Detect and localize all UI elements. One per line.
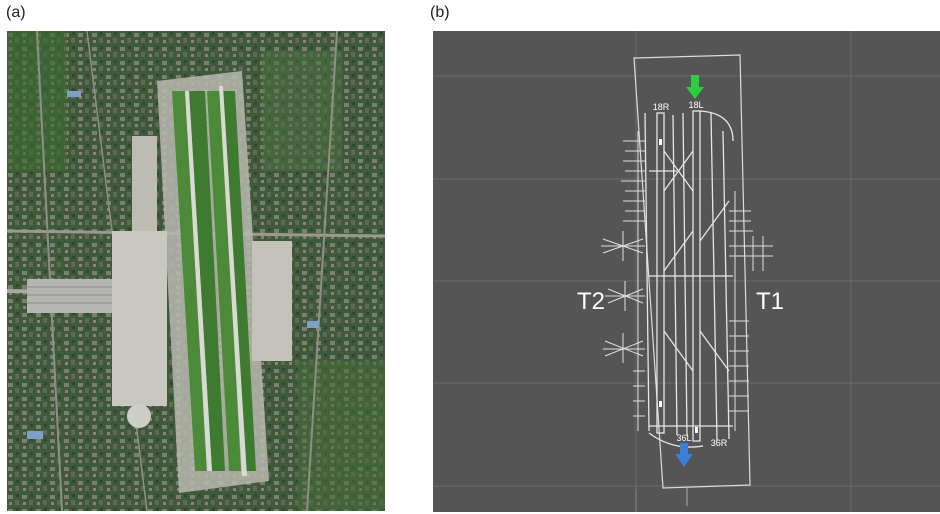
- airport-layout-map: 18R 18L 36L 36R T2 T1: [433, 31, 940, 512]
- panel-b-label: (b): [430, 4, 450, 21]
- runway-label-36r: 36R: [711, 438, 728, 448]
- runway-label-18l: 18L: [688, 100, 703, 110]
- airport-boundary: [633, 54, 751, 489]
- panel-a-label: (a): [6, 4, 26, 21]
- terminal-label-t1: T1: [756, 288, 784, 315]
- runway-label-36l: 36L: [676, 433, 691, 443]
- runway-label-18r: 18R: [653, 102, 670, 112]
- runway-18r-36l: [656, 112, 665, 434]
- arrival-arrow-icon: [686, 75, 704, 99]
- satellite-image: [7, 31, 385, 511]
- departure-arrow-icon: [675, 443, 693, 467]
- terminal-label-t2: T2: [577, 288, 605, 315]
